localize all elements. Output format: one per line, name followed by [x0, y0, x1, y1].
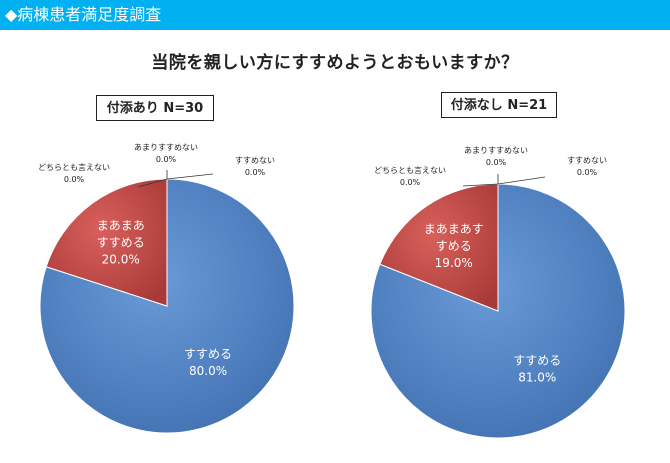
- pie-slice: [45, 178, 168, 307]
- leader-line: [137, 178, 168, 188]
- leader-line: [497, 176, 546, 185]
- data-label: すすめない 0.0%: [235, 156, 275, 177]
- data-label: すすめる 81.0%: [513, 353, 561, 384]
- data-label: まあまあすすめる 20.0%: [97, 218, 145, 266]
- data-label: すすめる 80.0%: [184, 347, 232, 378]
- survey-question: 当院を親しい方にすすめようとおもいますか？: [151, 53, 519, 73]
- data-label: すすめない 0.0%: [567, 156, 607, 177]
- data-label: まあまあすすめる 19.0%: [424, 222, 484, 270]
- pie-chart-with-attendant: すすめる 80.0% まあまあすすめる 20.0% どちらとも言えない 0.0% あまりすす…: [38, 143, 295, 434]
- data-label: あまりすすめない 0.0%: [134, 143, 198, 164]
- pie-chart-without-attendant: すすめる 81.0% まあまあすすめる 19.0% どちらとも言えない 0.0% あまりすす…: [370, 146, 626, 439]
- data-label: あまりすすめない 0.0%: [464, 146, 528, 167]
- group-label-without-attendant: 付添なし N=21: [441, 92, 557, 118]
- header-bar: ◆病棟患者満足度調査: [0, 0, 670, 30]
- data-label: どちらとも言えない 0.0%: [38, 162, 110, 184]
- group-label-with-attendant: 付添あり N=30: [96, 95, 214, 121]
- pie-slice: [370, 183, 626, 439]
- page-title: ◆病棟患者満足度調査: [5, 5, 162, 24]
- leader-line: [166, 173, 214, 180]
- leader-line: [462, 183, 499, 187]
- data-label: どちらとも言えない 0.0%: [374, 165, 446, 187]
